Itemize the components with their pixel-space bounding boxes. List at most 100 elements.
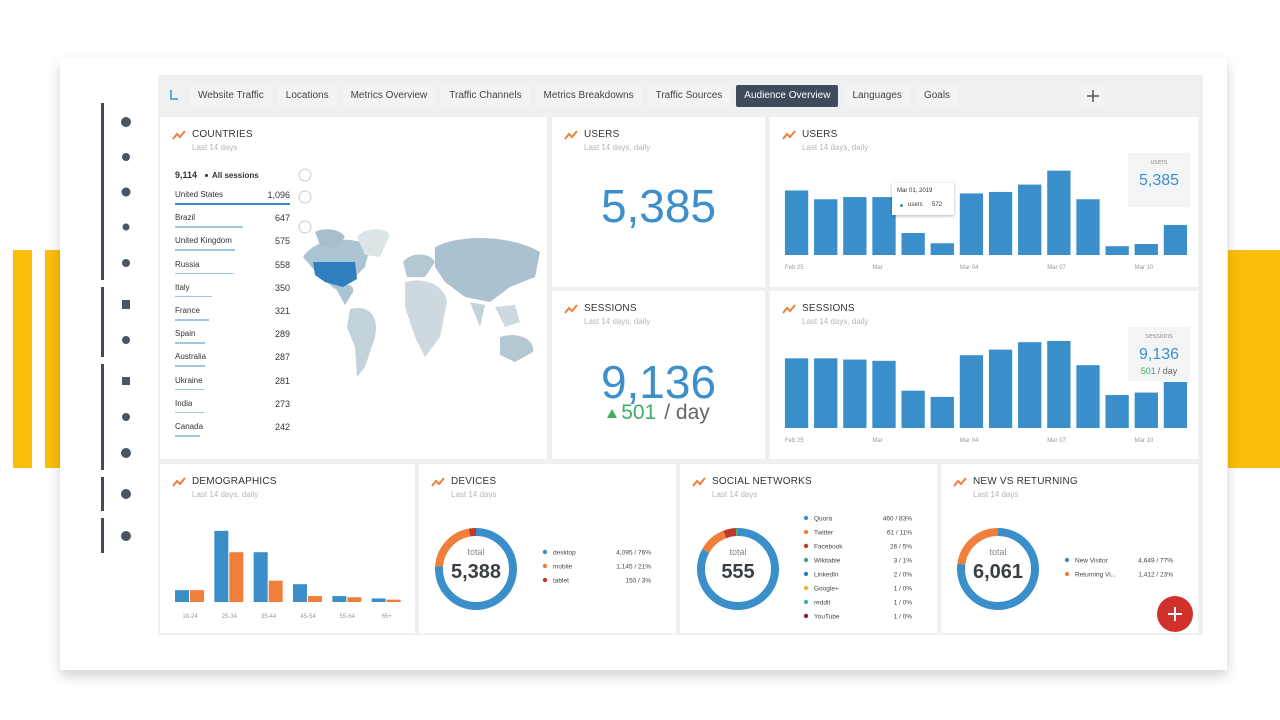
tab[interactable]: Metrics Overview [342,85,436,107]
panel-icon [692,477,706,487]
country-value: 647 [274,213,290,224]
panel-icon [172,477,186,487]
legend-name: New Visitor [1075,558,1109,565]
sidebar [100,75,158,635]
change-value: 501 [621,401,657,424]
country-name: United States [175,190,224,199]
bar [1076,365,1100,428]
legend-value: 1 / 0% [894,586,913,593]
panel-icon [953,477,967,487]
legend-value: 9,136 [1138,346,1180,363]
country-value: 281 [274,375,290,386]
bar [332,596,347,602]
land-highlight [313,262,357,287]
legend-value: 4,649 / 77% [1138,558,1173,565]
legend-name: Google+ [814,586,839,593]
fab[interactable] [1155,594,1195,634]
land [470,302,485,327]
bar [814,358,838,428]
legend-value: 460 / 83% [883,516,912,523]
panel-subtitle: Last 14 days [192,143,238,152]
legend-dot [803,543,809,549]
country-bar [175,365,206,367]
country-bar [175,272,234,275]
donut-segment [435,528,517,610]
total-label: total [467,547,484,557]
tab[interactable]: Website Traffic [190,85,272,107]
deco-bar [13,250,32,468]
x-tick-label: 25-34 [222,614,238,620]
x-tick-label: Mar 10 [1135,438,1154,444]
country-value: 289 [274,329,290,340]
legend-value: 2 / 0% [894,572,913,579]
bar [1018,184,1042,255]
change-row: 501 / day [552,401,765,425]
panel: COUNTRIES Last 14 days 9,114 All sessions Un… [160,117,547,459]
x-tick-label: Mar 04 [960,265,979,271]
country-value: 287 [274,352,290,363]
country-name: Italy [175,282,190,292]
panel: SOCIAL NETWORKS Last 14 days Quora 460 / 83… [680,464,937,633]
bar [1134,392,1158,428]
country-bar [175,203,290,205]
panel-graphic: Feb 25 Mar Mar 04 Mar 07 Mar 10 [784,340,1188,444]
country-name: Spain [175,329,196,339]
panel-title: NEW VS RETURNING [973,476,1078,487]
legend-change-value: 501 [1140,366,1156,376]
country-value: 1,096 [267,190,290,200]
tab[interactable]: Goals [915,85,959,107]
bar [214,530,229,602]
country-bar [175,319,209,321]
tab[interactable]: Locations [277,85,337,107]
panel-title: DEMOGRAPHICS [192,476,277,487]
legend-dot [542,563,548,569]
donut-segment [957,528,1039,610]
tab[interactable]: Traffic Channels [441,85,530,107]
bar [872,197,896,255]
legend-name: Wikitable [814,558,841,565]
tooltip-date: Mar 01, 2019 [897,188,933,194]
land [315,229,345,249]
total-value: 6,061 [973,561,1023,583]
bar [347,597,362,602]
legend-dot [542,577,548,583]
panel-subtitle: Last 14 days, daily [192,490,259,499]
panel-icon [782,304,796,314]
country-bar [175,295,212,298]
panel-subtitle: Last 14 days, daily [584,143,651,152]
bar [784,190,809,255]
panel: DEVICES Last 14 days desktop 4,095 / 76% mob… [419,464,676,633]
bar [293,584,307,602]
tab[interactable]: Audience Overview [736,85,839,107]
legend-value: 1 / 0% [894,614,913,621]
sidebar-icon-group[interactable] [121,117,131,541]
bar [988,191,1013,255]
tab[interactable]: Metrics Breakdowns [535,85,642,107]
add-tab[interactable] [1081,85,1105,107]
country-name: Russia [175,259,200,269]
panel: NEW VS RETURNING Last 14 days New Visitor 4… [941,464,1198,633]
x-tick-label: 65+ [382,614,393,620]
tab[interactable]: Traffic Sources [647,85,731,107]
x-tick-label: Mar 10 [1135,265,1154,271]
legend-dot [803,529,809,535]
tab[interactable]: Languages [844,85,910,107]
legend-dot [542,549,548,555]
country-bar [175,435,201,437]
legend-dot [803,571,809,577]
land [500,335,534,362]
legend-dot [803,515,809,521]
legend-name: users [1150,159,1168,166]
zoom-button [298,190,312,204]
legend-value: 3 / 1% [894,558,913,565]
bar [386,599,401,602]
legend-dot [803,613,809,619]
big-number: 9,136 [600,356,717,408]
trend-icon [564,304,578,314]
panel-subtitle: Last 14 days [973,490,1019,499]
tooltip-value: 572 [932,202,943,208]
country-value: 350 [274,282,290,293]
legend-value: 61 / 11% [887,530,912,537]
panel-title: COUNTRIES [192,129,253,140]
legend-value: 1 / 0% [894,600,913,607]
